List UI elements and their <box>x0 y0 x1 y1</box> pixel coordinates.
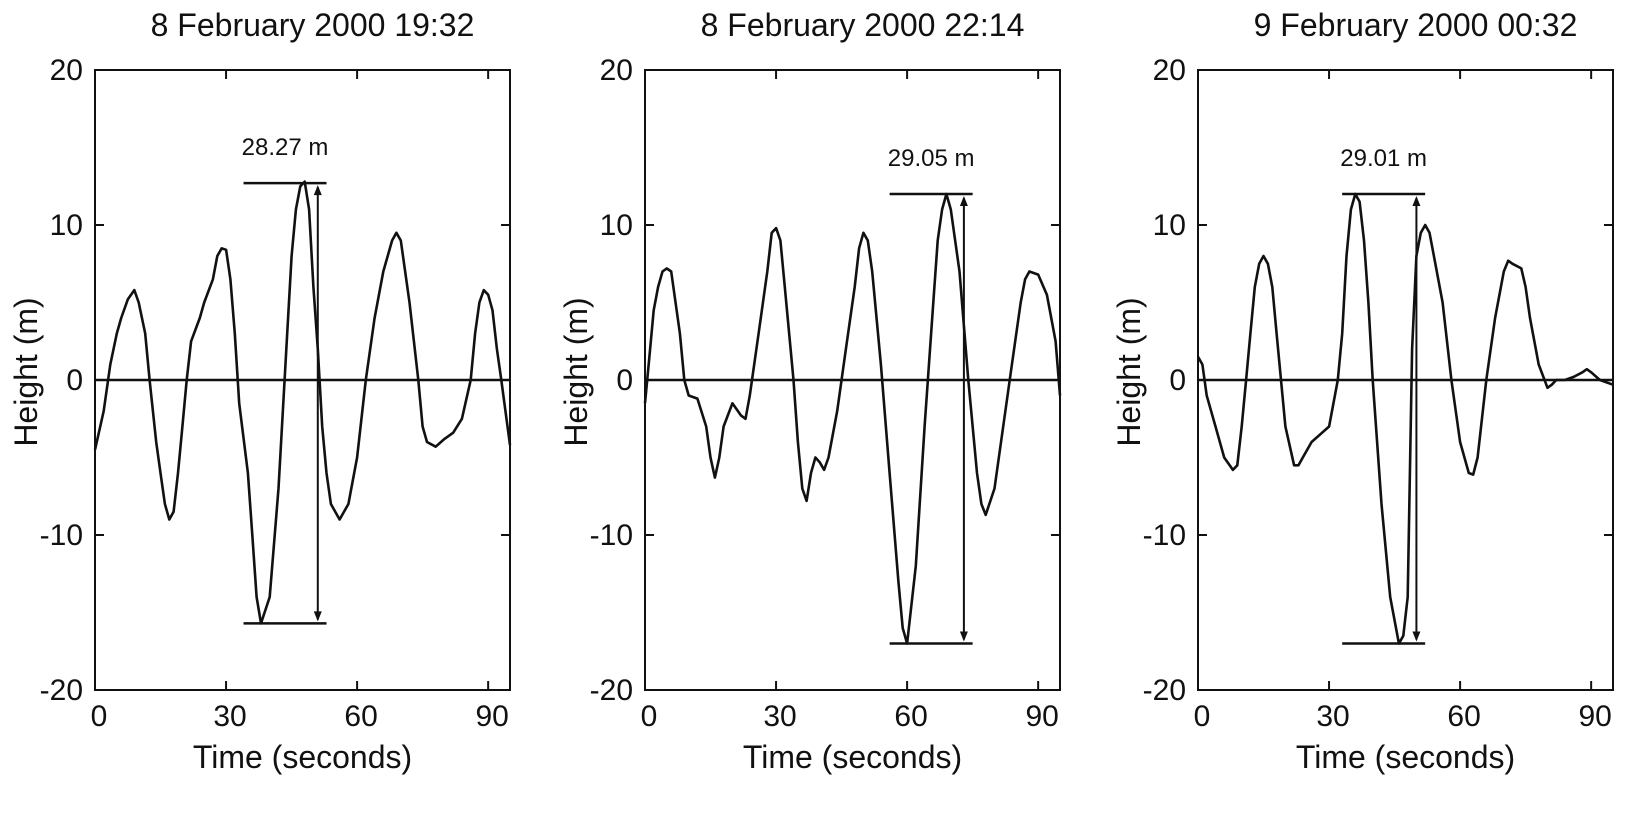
x-tick-label: 60 <box>1447 700 1480 733</box>
panel-1: 8 February 2000 19:32 Time (seconds) Hei… <box>8 7 512 775</box>
y-tick-label: -10 <box>40 519 83 552</box>
y-tick-label: -20 <box>40 674 83 707</box>
x-tick-label: 0 <box>1194 700 1211 733</box>
wave-height-annotation: 29.01 m <box>1340 145 1427 172</box>
arrow-head-down <box>959 631 968 642</box>
y-tick-label: 10 <box>1153 209 1186 242</box>
wave-series-line <box>1196 192 1614 645</box>
y-tick-label: 20 <box>1153 54 1186 87</box>
y-tick-label: 10 <box>50 209 83 242</box>
x-tick-label: 90 <box>475 700 508 733</box>
x-axis-label: Time (seconds) <box>193 739 412 775</box>
y-tick-label: -10 <box>590 519 633 552</box>
wave-series-line <box>643 192 1062 645</box>
wave-series-line <box>93 180 512 625</box>
x-axis-label: Time (seconds) <box>743 739 962 775</box>
arrow-head-down <box>1412 631 1421 642</box>
x-tick-label: 90 <box>1025 700 1058 733</box>
y-tick-label: -20 <box>590 674 633 707</box>
y-axis-label: Height (m) <box>8 297 44 446</box>
panel-title: 9 February 2000 00:32 <box>1254 7 1578 43</box>
x-tick-label: 30 <box>213 700 246 733</box>
y-tick-label: 0 <box>66 364 83 397</box>
x-tick-label: 0 <box>91 700 108 733</box>
x-tick-label: 30 <box>1316 700 1349 733</box>
x-tick-label: 30 <box>763 700 796 733</box>
x-tick-label: 90 <box>1578 700 1611 733</box>
y-tick-label: 0 <box>616 364 633 397</box>
y-tick-label: -20 <box>1143 674 1186 707</box>
arrow-head-up <box>959 196 968 206</box>
y-tick-label: -10 <box>1143 519 1186 552</box>
panel-2: 8 February 2000 22:14 Time (seconds) Hei… <box>558 7 1062 775</box>
x-tick-label: 0 <box>641 700 658 733</box>
y-tick-label: 20 <box>50 54 83 87</box>
x-axis-label: Time (seconds) <box>1296 739 1515 775</box>
wave-height-annotation: 29.05 m <box>888 145 975 172</box>
panel-title: 8 February 2000 22:14 <box>701 7 1025 43</box>
x-tick-label: 60 <box>344 700 377 733</box>
y-tick-label: 0 <box>1169 364 1186 397</box>
y-axis-label: Height (m) <box>558 297 594 446</box>
x-tick-label: 60 <box>894 700 927 733</box>
panel-title: 8 February 2000 19:32 <box>151 7 475 43</box>
y-tick-label: 20 <box>600 54 633 87</box>
arrow-head-up <box>1412 196 1421 206</box>
y-axis-label: Height (m) <box>1111 297 1147 446</box>
arrow-head-up <box>313 185 322 196</box>
panel-3: 9 February 2000 00:32 Time (seconds) Hei… <box>1111 7 1614 775</box>
arrow-head-down <box>313 611 322 622</box>
wave-height-annotation: 28.27 m <box>242 134 329 161</box>
y-tick-label: 10 <box>600 209 633 242</box>
